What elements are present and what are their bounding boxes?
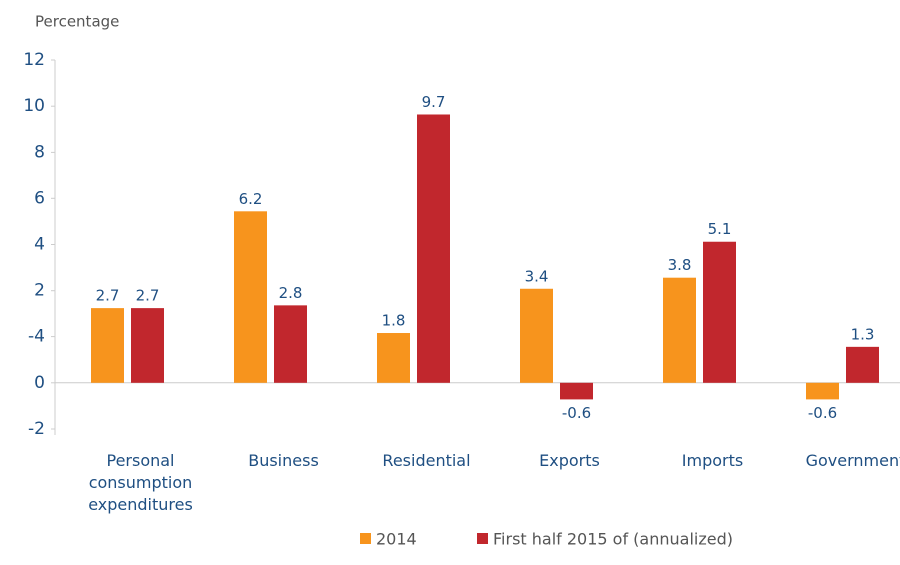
bar — [520, 288, 553, 383]
legend-label: 2014 — [376, 530, 417, 549]
bar — [417, 114, 450, 383]
y-tick-label: 12 — [23, 50, 45, 70]
y-tick-label: 4 — [34, 235, 45, 255]
y-tick-label: 2 — [34, 281, 45, 301]
value-label: 6.2 — [239, 190, 263, 208]
x-tick-label: Residential — [382, 451, 471, 470]
legend-swatch — [360, 533, 371, 544]
y-tick-label: -4 — [28, 327, 45, 347]
y-tick-label: 6 — [34, 188, 45, 208]
y-tick-label: 0 — [34, 373, 45, 393]
y-tick-label: -2 — [28, 419, 45, 439]
x-tick-label: Government — [805, 451, 900, 470]
value-label: 1.3 — [851, 325, 875, 343]
value-label: -0.6 — [808, 404, 837, 422]
bar — [703, 241, 736, 383]
value-label: 3.8 — [668, 256, 692, 274]
value-label: 5.1 — [708, 220, 732, 238]
y-tick-label: 10 — [23, 96, 45, 116]
legend-swatch — [477, 533, 488, 544]
y-tick-label: 8 — [34, 142, 45, 162]
bar — [234, 211, 267, 383]
value-label: -0.6 — [562, 404, 591, 422]
legend-label: First half 2015 of (annualized) — [493, 530, 733, 549]
value-label: 2.8 — [279, 284, 303, 302]
x-tick-label: Exports — [539, 451, 600, 470]
bar — [806, 382, 839, 400]
value-label: 9.7 — [422, 93, 446, 111]
value-label: 2.7 — [136, 287, 160, 305]
bar — [663, 277, 696, 383]
x-tick-label: Imports — [681, 451, 744, 470]
x-tick-label: Personal consumption expenditures — [88, 451, 193, 514]
value-label: 2.7 — [96, 287, 120, 305]
bar — [377, 333, 410, 383]
bar — [274, 305, 307, 383]
value-label: 1.8 — [382, 312, 406, 330]
bar — [560, 382, 593, 400]
y-axis-title: Percentage — [35, 13, 119, 31]
value-label: 3.4 — [525, 267, 549, 285]
bar — [131, 308, 164, 383]
x-tick-label: Business — [248, 451, 319, 470]
bar — [91, 308, 124, 383]
bar — [846, 346, 879, 383]
